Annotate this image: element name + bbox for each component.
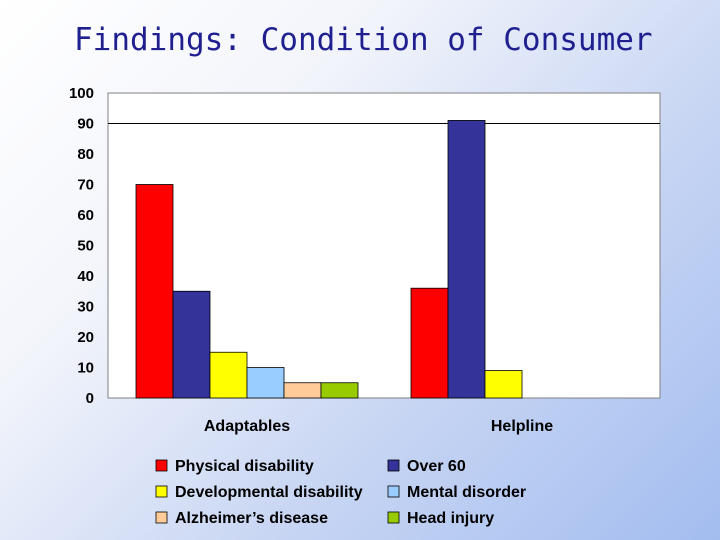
bar (320, 382, 359, 399)
y-tick-label: 20 (77, 329, 94, 346)
bar (410, 287, 449, 399)
y-tick-label: 40 (77, 268, 94, 285)
y-tick-label: 30 (77, 299, 94, 316)
bar (283, 382, 322, 399)
legend-label: Mental disorder (407, 484, 526, 501)
bar (484, 370, 523, 399)
legend-swatch (387, 511, 400, 524)
legend-label: Head injury (407, 510, 494, 527)
x-category-label: Adaptables (204, 418, 290, 435)
legend-swatch (155, 459, 168, 472)
y-tick-label: 60 (77, 207, 94, 224)
legend-swatch (387, 485, 400, 498)
bar (209, 351, 248, 399)
bar (246, 367, 285, 399)
y-tick-label: 80 (77, 146, 94, 163)
legend-label: Physical disability (175, 458, 314, 475)
y-tick-label: 90 (77, 116, 94, 133)
bar (447, 120, 486, 399)
bar (172, 290, 211, 399)
y-tick-label: 100 (69, 85, 94, 102)
y-tick-label: 50 (77, 238, 94, 255)
y-tick-label: 0 (86, 390, 94, 407)
legend-swatch (155, 511, 168, 524)
x-category-label: Helpline (491, 418, 553, 435)
legend-label: Alzheimer’s disease (175, 510, 328, 527)
y-tick-label: 10 (77, 360, 94, 377)
bar (135, 184, 174, 399)
legend-label: Over 60 (407, 458, 466, 475)
slide-title: Findings: Condition of Consumer (74, 22, 653, 58)
legend-swatch (155, 485, 168, 498)
legend-swatch (387, 459, 400, 472)
legend-label: Developmental disability (175, 484, 363, 501)
y-tick-label: 70 (77, 177, 94, 194)
